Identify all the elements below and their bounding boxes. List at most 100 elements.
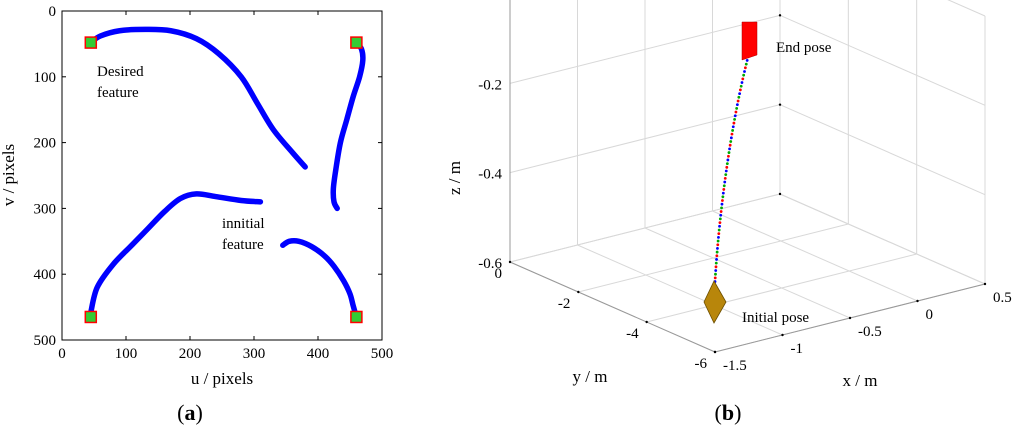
grid-line-floor-y <box>646 253 917 323</box>
trajectory-point <box>714 269 718 272</box>
panel-a-x-tick-label: 0 <box>58 346 66 362</box>
trajectory-point <box>741 77 745 81</box>
panel-b-x-tick-label: -1 <box>791 341 804 357</box>
desired-feature-point-3 <box>84 310 98 324</box>
trajectory-point <box>714 272 717 276</box>
initial-pose-marker <box>703 280 727 324</box>
trajectory-point <box>718 217 722 221</box>
trajectory-point <box>727 154 730 158</box>
trajectory-point <box>723 180 727 184</box>
trajectory-point <box>715 258 718 261</box>
trajectory-point <box>725 162 729 166</box>
trajectory-point <box>732 121 736 125</box>
grid-line-floor-x <box>644 227 851 319</box>
trajectory-point <box>718 221 722 225</box>
trajectory-point <box>743 70 746 73</box>
panel-a-x-tick-label: 300 <box>243 346 266 362</box>
panel-a-x-tick-label: 500 <box>371 346 394 362</box>
panel-b-trajectory <box>712 40 754 302</box>
trajectory-point <box>729 136 733 140</box>
trajectory-point <box>742 73 746 77</box>
panel-b-x-tick-mark <box>983 282 987 286</box>
panel-b-y-tick-mark <box>713 350 717 354</box>
panel-b-y-tick-mark <box>645 320 648 324</box>
panel-b-y-tick-label: -4 <box>626 326 639 342</box>
annotation-end-pose: End pose <box>776 40 832 56</box>
trajectory-point <box>730 132 734 136</box>
panel-b-x-tick-mark <box>916 299 919 303</box>
panel-a-y-tick-label: 500 <box>34 333 57 349</box>
panel-b-x-tick-label: -0.5 <box>858 324 882 340</box>
trajectory-point <box>724 169 728 173</box>
trajectory-point <box>731 129 735 132</box>
axis-edge-y <box>509 261 716 353</box>
panel-b-label-letter: b <box>722 400 734 425</box>
trajectory-point <box>719 210 723 213</box>
trajectory-point <box>721 191 725 195</box>
panel-a-x-tick-label: 400 <box>307 346 330 362</box>
trajectory-point <box>729 140 733 143</box>
trajectory-point <box>720 206 723 210</box>
desired-feature-point-1 <box>84 36 98 49</box>
panel-a-y-tick-label: 0 <box>49 4 57 20</box>
trajectory-point <box>716 239 720 243</box>
trajectory-point <box>718 224 721 228</box>
trajectory-point <box>725 165 729 169</box>
trajectory-point <box>737 95 741 99</box>
trajectory-point <box>734 110 738 114</box>
panel-b-x-tick-mark <box>848 316 852 320</box>
trajectory-point <box>716 247 719 250</box>
panel-b-label: (b) <box>715 400 742 425</box>
panel-a-label-open: ( <box>177 400 184 425</box>
grid-line-wall-y-z <box>509 193 781 263</box>
trajectory-point <box>728 147 731 151</box>
trajectory-point <box>740 81 744 84</box>
desired-feature-point-4 <box>350 310 363 324</box>
trajectory-point <box>714 261 718 265</box>
panel-b-x-tick-label: 0 <box>926 307 934 323</box>
trajectory-point <box>724 173 728 177</box>
panel-b-y-tick-mark <box>508 260 512 264</box>
panel-b-z-tick-label: -0.4 <box>478 167 502 183</box>
panel-a-label-letter: a <box>185 400 196 425</box>
panel-b-z-tick-label: -0.6 <box>478 256 502 272</box>
grid-line-wall-x-z <box>779 14 986 106</box>
trajectory-point <box>738 92 742 95</box>
panel-a-y-tick-label: 200 <box>34 136 57 152</box>
panel-b-z-tick-label: -0.2 <box>478 77 502 93</box>
trajectory-point <box>736 99 740 103</box>
trajectory-point <box>715 254 719 258</box>
trajectory-point <box>716 243 720 247</box>
grid-line-wall-x-z <box>779 104 986 196</box>
panel-a-y-axis-label: v / pixels <box>0 144 18 206</box>
grid-line-wall-x-z <box>947 0 986 17</box>
panel-b-label-open: ( <box>715 400 722 425</box>
trajectory-point <box>743 66 747 70</box>
panel-a-x-tick-label: 200 <box>179 346 202 362</box>
trajectory-point <box>715 250 719 254</box>
panel-b-x-tick-label: 0.5 <box>993 290 1012 306</box>
panel-b-x-tick-label: -1.5 <box>723 358 747 374</box>
panel-b-y-axis-label: y / m <box>573 367 608 386</box>
trajectory-point <box>728 143 732 147</box>
panel-a-plot-frame <box>61 10 383 341</box>
panel-b-z-axis-label: z / m <box>445 161 464 195</box>
panel-b-y-tick-label: -6 <box>695 356 708 372</box>
trajectory-point <box>744 62 748 66</box>
trajectory-point <box>739 84 743 88</box>
panel-a-label-close: ) <box>196 400 203 425</box>
trajectory-point <box>726 158 730 162</box>
panel-b-z-tick-label: 0 <box>495 0 503 4</box>
panel-b-x-axis-label: x / m <box>843 371 878 390</box>
trajectory-point <box>731 125 735 129</box>
panel-b-chart: -1.5 -1 -0.5 0 0.5 0 -2 -4 -6 0 -0.2 -0.4 -0.6 End p… <box>445 0 1012 425</box>
trajectory-point <box>722 184 726 188</box>
trajectory-point <box>733 114 737 118</box>
grid-line-wall-x-z <box>779 193 986 285</box>
trajectory-point <box>727 151 731 154</box>
panel-a-y-tick-label: 300 <box>34 201 57 217</box>
desired-feature-point-2 <box>350 36 363 49</box>
annotation-initial-pose: Initial pose <box>742 310 809 326</box>
trajectory-point <box>714 265 718 269</box>
